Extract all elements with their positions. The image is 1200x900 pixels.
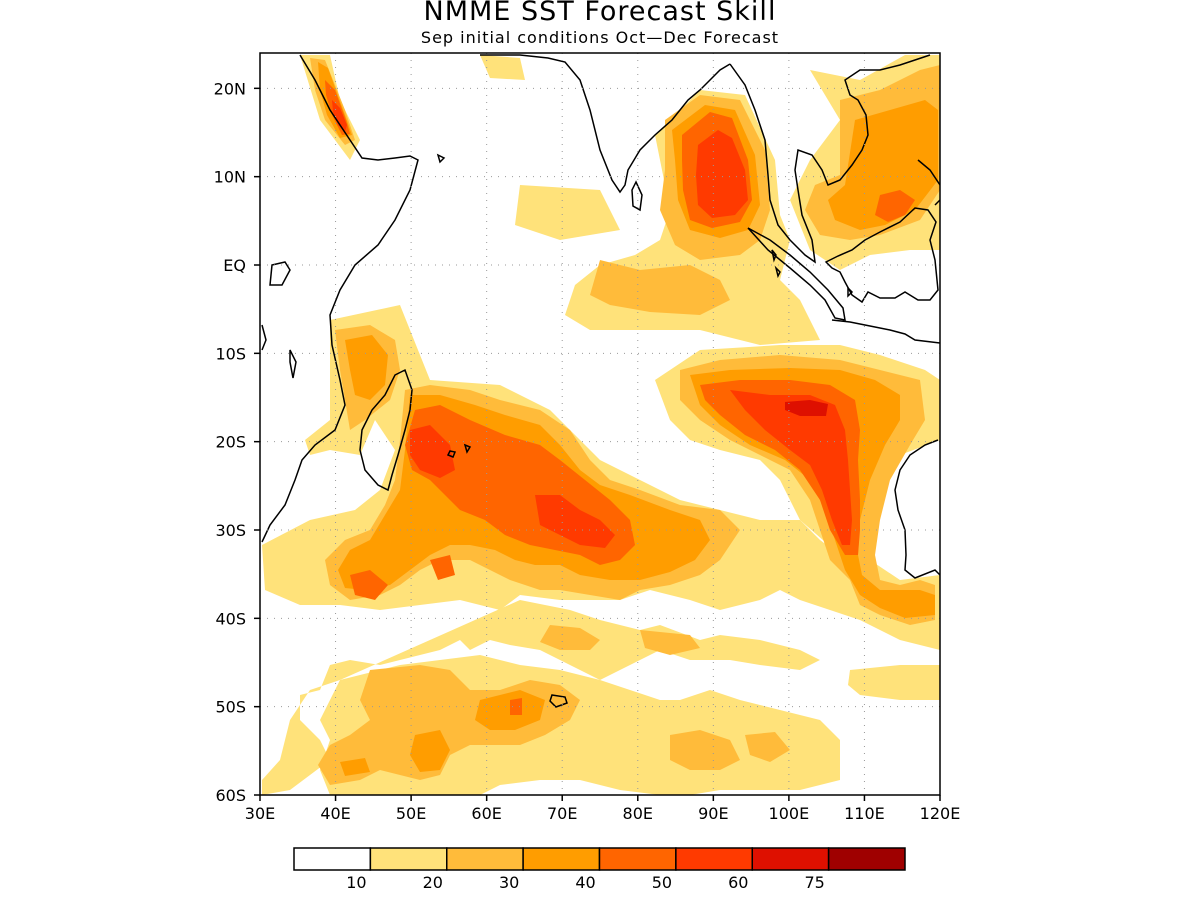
lat-tick-label: 60S <box>215 786 246 805</box>
colorbar <box>293 847 906 871</box>
lon-axis-labels: 30E 40E 50E 60E 70E 80E 90E 100E 110E 120E <box>245 804 961 823</box>
skill-level-50 <box>332 100 852 548</box>
colorbar-swatch <box>827 847 906 871</box>
map-title: NMME SST Forecast Skill <box>423 0 777 27</box>
map-frame <box>259 52 941 796</box>
map-subtitle: Sep initial conditions Oct—Dec Forecast <box>420 28 780 47</box>
lon-tick-label: 30E <box>245 804 275 823</box>
lon-tick-label: 120E <box>920 804 961 823</box>
colorbar-swatch <box>751 847 830 871</box>
colorbar-swatch <box>293 847 372 871</box>
colorbar-labels: 10 20 30 40 50 60 75 <box>346 873 825 892</box>
lat-tick-label: 30S <box>215 521 246 540</box>
colorbar-label: 60 <box>728 873 748 892</box>
lon-tick-label: 100E <box>769 804 810 823</box>
colorbar-label: 50 <box>652 873 672 892</box>
lon-tick-label: 50E <box>396 804 426 823</box>
lon-tick-label: 80E <box>623 804 653 823</box>
lat-tick-label: 20N <box>214 79 246 98</box>
colorbar-label: 40 <box>575 873 595 892</box>
lat-tick-label: 20S <box>215 433 246 452</box>
colorbar-swatch <box>522 847 601 871</box>
gridlines <box>260 53 940 795</box>
colorbar-swatch <box>598 847 677 871</box>
skill-level-60 <box>785 400 828 416</box>
axis-ticks <box>254 87 941 801</box>
skill-shading <box>262 55 940 795</box>
coastlines <box>261 54 940 708</box>
lon-tick-label: 90E <box>698 804 728 823</box>
lon-tick-label: 70E <box>547 804 577 823</box>
lon-tick-label: 40E <box>320 804 350 823</box>
lon-tick-label: 60E <box>471 804 501 823</box>
colorbar-swatch <box>675 847 753 871</box>
lon-tick-label: 110E <box>844 804 885 823</box>
lat-tick-label: 40S <box>215 609 246 628</box>
colorbar-label: 30 <box>499 873 519 892</box>
lat-tick-label: 50S <box>215 698 246 717</box>
colorbar-label: 20 <box>423 873 443 892</box>
colorbar-swatch <box>369 847 448 871</box>
lat-tick-label: 10S <box>215 344 246 363</box>
colorbar-swatch <box>446 847 524 871</box>
lat-axis-labels: 20N 10N EQ 10S 20S 30S 40S 50S 60S <box>214 79 246 805</box>
lat-tick-label: 10N <box>214 168 246 187</box>
colorbar-label: 75 <box>804 873 824 892</box>
lat-tick-label: EQ <box>223 256 246 275</box>
colorbar-label: 10 <box>346 873 366 892</box>
